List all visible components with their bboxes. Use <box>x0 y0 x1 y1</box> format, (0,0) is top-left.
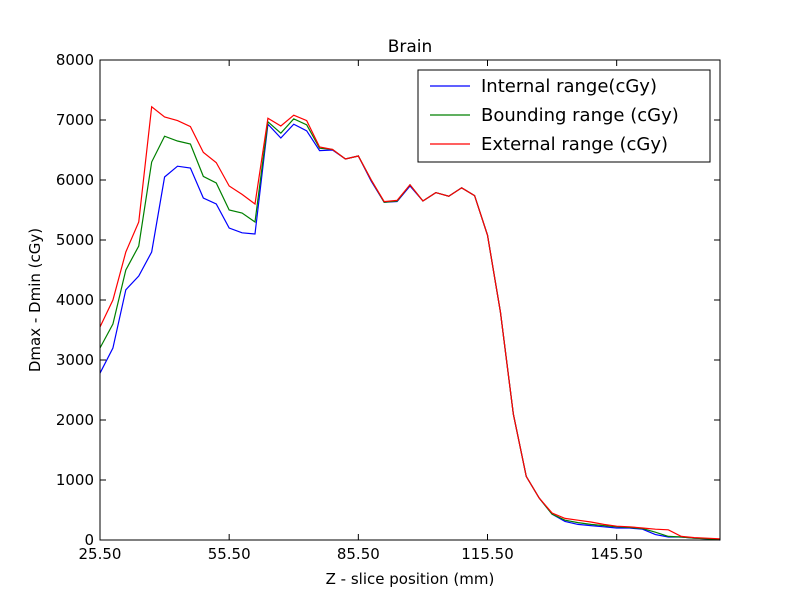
y-axis-label: Dmax - Dmin (cGy) <box>26 228 44 372</box>
series-layer <box>99 105 721 541</box>
y-tick-label: 3000 <box>56 351 94 369</box>
legend: Internal range(cGy) Bounding range (cGy)… <box>417 69 711 163</box>
y-tick-label: 1000 <box>56 471 94 489</box>
legend-label-external: External range (cGy) <box>481 134 668 155</box>
series-line-external-range <box>99 105 721 540</box>
y-tick-label: 2000 <box>56 411 94 429</box>
legend-label-bounding: Bounding range (cGy) <box>481 105 679 126</box>
x-tick-label: 115.50 <box>461 545 514 563</box>
series-line-internal-range <box>99 122 721 541</box>
legend-box <box>417 69 711 163</box>
plot-frame <box>99 59 721 541</box>
x-tick-label: 55.50 <box>208 545 251 563</box>
x-tick-label: 85.50 <box>337 545 380 563</box>
y-tick-label: 7000 <box>56 111 94 129</box>
y-tick-label: 8000 <box>56 51 94 69</box>
legend-label-internal: Internal range(cGy) <box>481 76 657 97</box>
x-tick-label: 145.50 <box>590 545 643 563</box>
chart-title: Brain <box>388 37 433 57</box>
y-tick-label: 6000 <box>56 171 94 189</box>
x-axis-label: Z - slice position (mm) <box>326 570 495 588</box>
y-tick-label: 4000 <box>56 291 94 309</box>
y-tick-label: 0 <box>84 531 94 549</box>
y-tick-label: 5000 <box>56 231 94 249</box>
tick-layer: 25.50 55.50 85.50 115.50 145.50 0 1000 2000 3000… <box>56 51 720 563</box>
x-tick-label: 25.50 <box>79 545 122 563</box>
